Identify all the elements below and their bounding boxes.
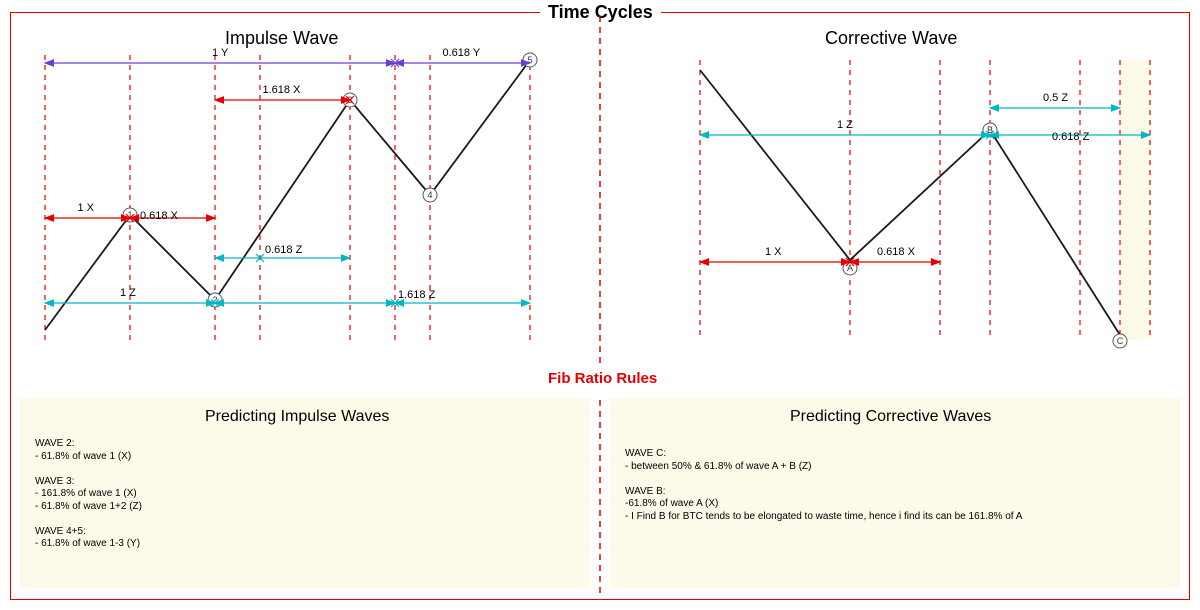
diagram-root: Time Cycles Impulse Wave Corrective Wave xyxy=(0,0,1200,610)
impulse-rules-title: Predicting Impulse Waves xyxy=(205,408,389,426)
impulse-rules-body: WAVE 2: - 61.8% of wave 1 (X) WAVE 3: - … xyxy=(35,438,142,551)
impulse-x-1618: 1.618 X xyxy=(263,84,301,96)
impulse-y-0618: 0.618 Y xyxy=(443,47,481,59)
corr-x-0618: 0.618 X xyxy=(877,246,915,258)
impulse-x-1: 1 X xyxy=(78,202,95,214)
corrective-rules-body: WAVE C: - between 50% & 61.8% of wave A … xyxy=(625,448,1022,523)
fib-rules-title: Fib Ratio Rules xyxy=(540,370,665,387)
impulse-x-0618: 0.618 X xyxy=(140,210,178,222)
svg-text:C: C xyxy=(1117,336,1124,346)
corr-z-0618: 0.618 Z xyxy=(1052,131,1089,143)
corrective-rules-title: Predicting Corrective Waves xyxy=(790,408,991,426)
impulse-z-1: 1 Z xyxy=(120,287,136,299)
impulse-z-1618: 1.618 Z xyxy=(398,289,435,301)
corr-x-1: 1 X xyxy=(765,246,782,258)
impulse-y-1: 1 Y xyxy=(212,47,228,59)
svg-text:4: 4 xyxy=(427,190,432,200)
corr-z-05: 0.5 Z xyxy=(1043,92,1068,104)
corr-z-1: 1 Z xyxy=(837,119,853,131)
impulse-z-0618: 0.618 Z xyxy=(265,244,302,256)
